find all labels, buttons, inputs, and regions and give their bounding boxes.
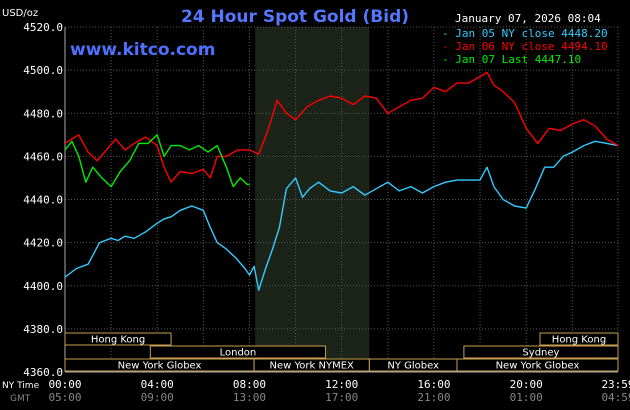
chart-date: January 07, 2026 08:04 (455, 12, 601, 25)
x-row-label-gmt: GMT (10, 394, 31, 404)
series-line-1 (64, 140, 619, 291)
y-tick-label: 4480.0 (23, 107, 63, 120)
market-session-label: London (220, 348, 257, 359)
y-tick-label: 4420.0 (23, 237, 63, 250)
x-tick-ny: 12:00 (325, 378, 358, 391)
y-tick-label: 4440.0 (23, 194, 63, 207)
x-tick-ny: 16:00 (417, 378, 450, 391)
series-line-2 (64, 71, 619, 183)
market-session-label: Hong Kong (552, 335, 606, 346)
series-line-3 (64, 134, 250, 188)
x-row-label-ny: NY Time (2, 381, 40, 391)
market-session-bar (456, 358, 619, 372)
y-tick-label: 4360.0 (23, 366, 63, 379)
x-tick-ny: 00:00 (48, 378, 81, 391)
market-session-bar (539, 332, 619, 346)
y-tick-label: 4520.0 (23, 21, 63, 34)
market-session-label: NY Globex (387, 361, 439, 372)
y-tick-label: 4380.0 (23, 323, 63, 336)
x-tick-gmt: 09:00 (141, 391, 174, 404)
market-session-label: New York Globex (118, 361, 202, 372)
legend-entry-1: - Jan 05 NY close 4448.20 (442, 27, 608, 40)
market-session-label: Sydney (522, 348, 559, 359)
x-tick-ny: 08:00 (233, 378, 266, 391)
legend-entry-3: - Jan 07 Last 4447.10 (442, 53, 581, 66)
market-session-bar (463, 345, 619, 359)
market-session-bar (149, 345, 327, 359)
market-session-bar (64, 332, 172, 346)
x-tick-gmt: 05:00 (48, 391, 81, 404)
market-session-label: New York Globex (496, 361, 580, 372)
market-session-label: New York NYMEX (270, 361, 355, 372)
x-tick-gmt: 17:00 (325, 391, 358, 404)
y-tick-label: 4500.0 (23, 64, 63, 77)
legend-entry-2: - Jan 06 NY close 4494.10 (442, 40, 608, 53)
x-tick-gmt: 13:00 (233, 391, 266, 404)
x-tick-ny: 20:00 (510, 378, 543, 391)
y-tick-label: 4400.0 (23, 280, 63, 293)
x-tick-gmt: 04:59 (601, 391, 630, 404)
market-session-label: Hong Kong (91, 335, 145, 346)
watermark: www.kitco.com (70, 40, 215, 60)
x-tick-ny: 23:59 (601, 378, 630, 391)
x-tick-gmt: 21:00 (417, 391, 450, 404)
x-tick-gmt: 01:00 (510, 391, 543, 404)
x-tick-ny: 04:00 (141, 378, 174, 391)
chart-title: 24 Hour Spot Gold (Bid) (181, 7, 409, 27)
y-axis-label: USD/oz (2, 8, 38, 19)
y-tick-label: 4460.0 (23, 150, 63, 163)
